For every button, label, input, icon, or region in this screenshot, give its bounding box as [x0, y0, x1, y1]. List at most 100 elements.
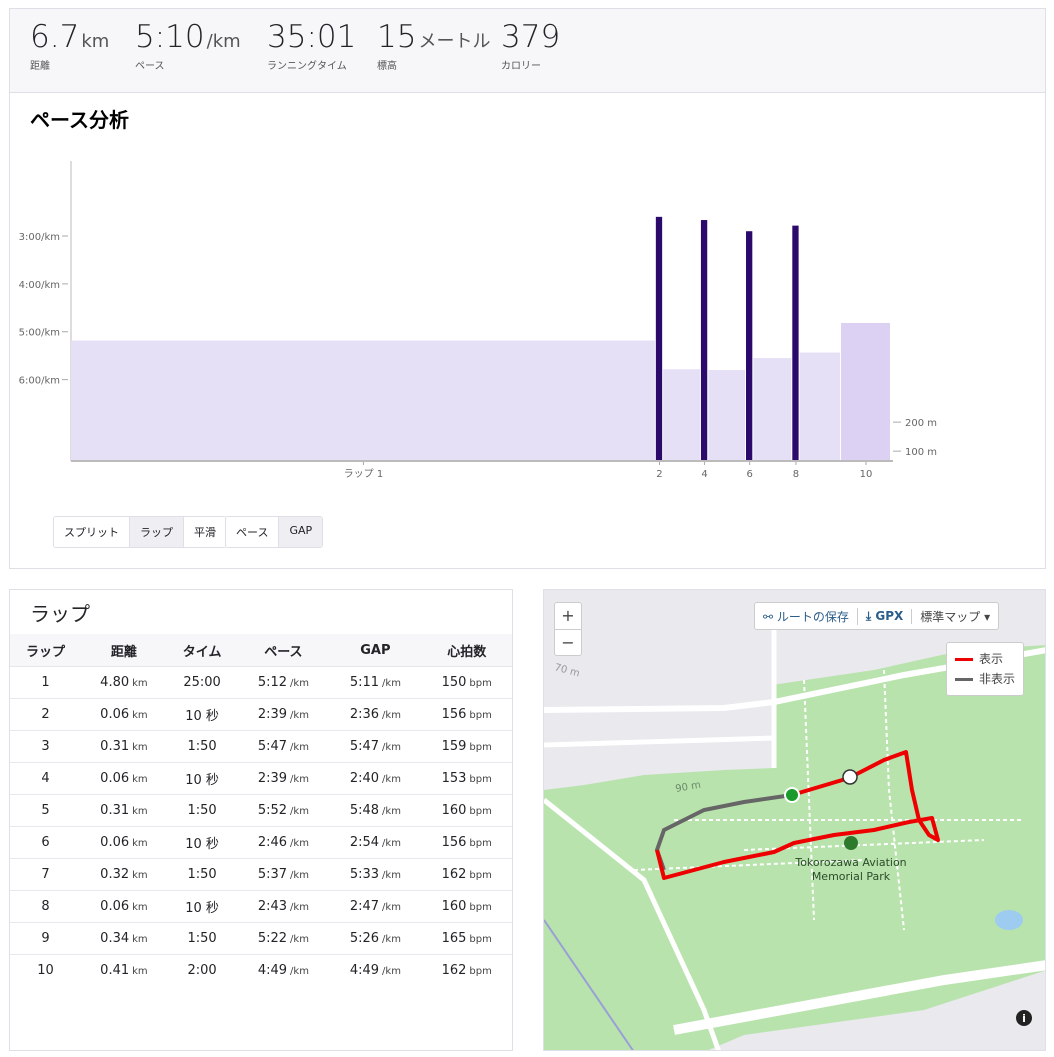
- cell: 2:43/km: [237, 890, 330, 923]
- cell-unit: km: [132, 966, 148, 977]
- cell-unit: bpm: [469, 710, 492, 721]
- laps-table: ラップ 距離 タイム ペース GAP 心拍数 1 4.80 km 25:00 5:12/km 5:11…: [10, 634, 512, 986]
- cell: 5:47/km: [237, 730, 330, 763]
- bar: [663, 369, 700, 461]
- lap-row: 6 0.06 km 10 秒 2:46/km 2:54/km 156 bpm: [10, 826, 512, 859]
- cell: 2:47/km: [329, 890, 422, 923]
- y-tick-label: 3:00/km: [19, 232, 60, 243]
- cell-value: 0.31: [100, 739, 130, 754]
- map-toolbar: ⚯ ルートの保存 ⤓ GPX 標準マップ ▾: [754, 602, 1000, 630]
- cell-value: 156: [441, 707, 467, 722]
- header-row: ラップ 距離 タイム ペース GAP 心拍数: [10, 634, 512, 667]
- pace-chart: ペース分析 3:00/km 4:00/km 5:00/km 6:00/km 200 m 1…: [19, 108, 937, 480]
- cell: 2:39/km: [237, 698, 330, 731]
- toggle-button[interactable]: スプリット: [54, 517, 130, 547]
- cell: 1: [10, 666, 82, 699]
- cell-unit: /km: [382, 870, 401, 881]
- zoom-in[interactable]: +: [555, 603, 581, 630]
- cell-value: 0.34: [100, 931, 130, 946]
- cell: 10 秒: [166, 698, 238, 731]
- cell-value: 156: [441, 835, 467, 850]
- bar: [746, 231, 753, 461]
- cell-unit: /km: [290, 710, 309, 721]
- stat-label: ランニングタイム: [267, 61, 347, 72]
- toggle-button[interactable]: ペース: [226, 517, 280, 547]
- cell: 156 bpm: [421, 826, 512, 859]
- cell: 10 秒: [166, 890, 238, 923]
- stat: 15 メートル標高: [377, 19, 490, 72]
- zoom-out[interactable]: −: [561, 633, 575, 652]
- stat-unit: km: [81, 31, 110, 52]
- toggle-button[interactable]: 平滑: [184, 517, 226, 547]
- lap-mode-buttons: スプリット ラップ 平滑: [53, 516, 227, 548]
- cell-value: 0.06: [100, 899, 130, 914]
- stat: 5:10/km ペース: [135, 19, 241, 72]
- cell-unit: /km: [290, 902, 309, 913]
- y-tick-label: 5:00/km: [19, 328, 60, 339]
- cell: 0.34 km: [81, 922, 167, 955]
- cell: 2: [10, 698, 82, 731]
- y2-tick-label: 100 m: [905, 447, 937, 458]
- chart-title: ペース分析: [30, 108, 129, 132]
- cell: 0.32 km: [81, 858, 167, 891]
- cell-unit: km: [132, 742, 148, 753]
- cell: 156 bpm: [421, 698, 512, 731]
- toggle-button[interactable]: ラップ: [130, 517, 184, 547]
- lap-row: 1 4.80 km 25:00 5:12/km 5:11/km 150 bpm: [10, 666, 512, 699]
- cell-unit: /km: [382, 966, 401, 977]
- cell: 4: [10, 762, 82, 795]
- cell-value: 4.80: [100, 675, 130, 690]
- cell-unit: bpm: [469, 806, 492, 817]
- gpx-button[interactable]: ⤓ GPX: [858, 608, 913, 624]
- cell-value: 160: [441, 899, 467, 914]
- cell-value: 159: [441, 739, 467, 754]
- cell-unit: /km: [290, 966, 309, 977]
- cell: 0.31 km: [81, 794, 167, 827]
- cell-value: 0.06: [100, 835, 130, 850]
- cell-unit: bpm: [469, 966, 492, 977]
- cell: 6: [10, 826, 82, 859]
- stat-value: 15: [377, 19, 417, 55]
- cell-unit: /km: [382, 710, 401, 721]
- cell: 9: [10, 922, 82, 955]
- cell-value: 5:33: [349, 867, 380, 882]
- stat-label: 標高: [377, 61, 397, 72]
- cell-unit: /km: [382, 678, 401, 689]
- cell: 159 bpm: [421, 730, 512, 763]
- cell: 1:50: [166, 922, 238, 955]
- stat: 35:01 ランニングタイム: [267, 19, 356, 72]
- stat-label: カロリー: [501, 61, 541, 72]
- cell: 0.06 km: [81, 826, 167, 859]
- cell: 1:50: [166, 858, 238, 891]
- stat: 379 カロリー: [501, 19, 560, 72]
- laps-panel: ラップ ラップ 距離 タイム ペース GAP 心拍数 1 4.80 km 25:00 5:12/km…: [9, 589, 513, 1051]
- cell: 4.80 km: [81, 666, 167, 699]
- cell-value: 153: [441, 771, 467, 786]
- toggle-button[interactable]: GAP: [279, 517, 323, 547]
- cell-unit: /km: [382, 742, 401, 753]
- cell: 160 bpm: [421, 890, 512, 923]
- lap-row: 9 0.34 km 1:50 5:22/km 5:26/km 165 bpm: [10, 922, 512, 955]
- park-label: Tokorozawa Aviation: [794, 856, 906, 869]
- info-button[interactable]: [1016, 1010, 1032, 1026]
- cell-unit: /km: [290, 806, 309, 817]
- map-type-button[interactable]: 標準マップ ▾: [920, 609, 991, 624]
- pond: [995, 910, 1023, 930]
- cell-unit: /km: [382, 934, 401, 945]
- legend-entry[interactable]: 表示: [955, 649, 1015, 669]
- stat-value: 35:01: [267, 19, 357, 55]
- park-label: Memorial Park: [812, 870, 891, 883]
- legend-entry[interactable]: 非表示: [955, 669, 1015, 689]
- bar: [700, 220, 708, 461]
- map-canvas: Tokorozawa Aviation Memorial Park 70 m 9…: [544, 610, 1045, 1050]
- cell-value: 5:47: [349, 739, 380, 754]
- column-header: ラップ: [10, 634, 82, 667]
- lap-row: 10 0.41 km 2:00 4:49/km 4:49/km 162 bpm: [10, 954, 512, 986]
- cell-value: 5:26: [349, 931, 380, 946]
- stat-unit: メートル: [418, 31, 491, 52]
- pace-chart-panel: ペース分析 3:00/km 4:00/km 5:00/km 6:00/km 200 m 1…: [9, 92, 1046, 569]
- save-route-button[interactable]: ⚯ ルートの保存: [755, 607, 858, 625]
- info-icon[interactable]: i: [1022, 1012, 1026, 1025]
- cell-value: 2:40: [349, 771, 380, 786]
- lap-row: 5 0.31 km 1:50 5:52/km 5:48/km 160 bpm: [10, 794, 512, 827]
